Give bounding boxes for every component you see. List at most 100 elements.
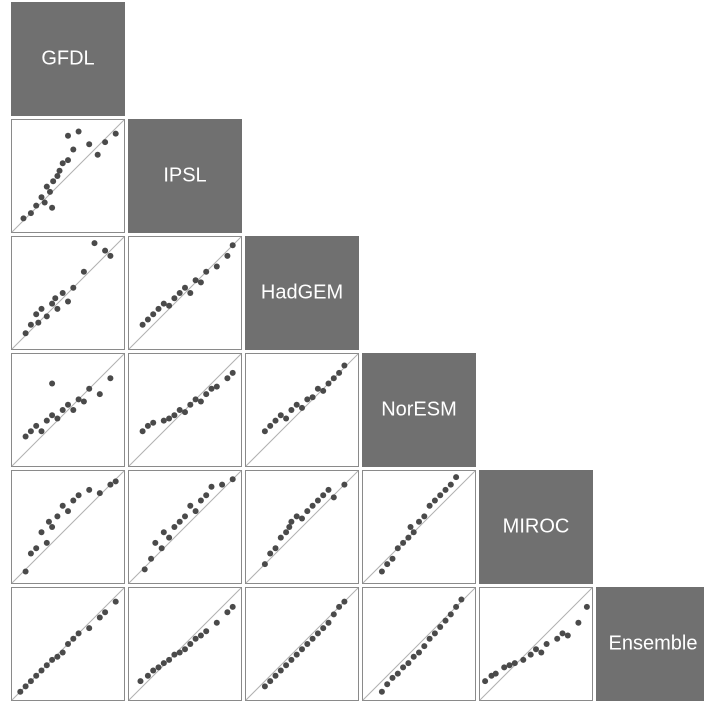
- point: [272, 672, 279, 679]
- point: [38, 194, 45, 201]
- point: [152, 539, 159, 546]
- point: [171, 412, 178, 419]
- point: [59, 407, 66, 413]
- reference-line: [128, 236, 242, 350]
- point: [224, 609, 231, 616]
- point: [410, 529, 417, 536]
- point: [45, 518, 52, 525]
- point: [192, 396, 199, 403]
- point: [91, 240, 98, 247]
- point: [86, 625, 93, 632]
- point: [224, 252, 231, 259]
- point: [112, 598, 119, 605]
- point: [309, 502, 316, 509]
- point: [160, 417, 167, 424]
- point: [394, 545, 401, 552]
- variable-label: NorESM: [381, 398, 457, 420]
- point: [160, 529, 167, 536]
- point: [426, 635, 433, 642]
- point: [283, 662, 290, 669]
- point: [65, 298, 71, 305]
- point: [389, 555, 396, 562]
- point: [70, 497, 77, 504]
- point: [309, 394, 316, 401]
- reference-line: [11, 470, 125, 584]
- point: [378, 568, 385, 575]
- point: [527, 651, 534, 658]
- point: [320, 387, 327, 394]
- point: [330, 375, 337, 382]
- point: [416, 518, 422, 525]
- point: [17, 688, 24, 695]
- point: [52, 295, 59, 302]
- point: [43, 539, 50, 546]
- point: [27, 678, 34, 685]
- point: [187, 401, 194, 408]
- point: [229, 603, 236, 610]
- point: [314, 385, 321, 392]
- point: [272, 417, 279, 424]
- point: [144, 316, 151, 323]
- point: [442, 617, 449, 624]
- point: [176, 407, 183, 413]
- reference-line: [128, 470, 242, 584]
- point: [559, 630, 566, 637]
- point: [341, 598, 348, 605]
- point: [160, 300, 167, 307]
- point: [309, 635, 316, 642]
- point: [38, 667, 45, 674]
- point: [192, 277, 199, 284]
- point: [330, 494, 337, 501]
- point: [43, 183, 50, 190]
- point: [336, 603, 343, 610]
- point: [384, 561, 391, 568]
- point: [49, 300, 56, 307]
- point: [336, 369, 343, 376]
- point: [288, 407, 295, 413]
- point: [453, 474, 460, 481]
- variable-label: MIROC: [503, 515, 570, 537]
- diagonal-cell: [479, 470, 593, 584]
- reference-line: [128, 587, 242, 701]
- point: [267, 678, 274, 685]
- point: [389, 674, 396, 681]
- point: [330, 611, 337, 618]
- point: [35, 319, 42, 326]
- point: [187, 641, 194, 647]
- point: [94, 151, 101, 158]
- point: [176, 518, 183, 525]
- point: [197, 497, 204, 504]
- point: [554, 635, 561, 642]
- point: [261, 561, 268, 568]
- point: [288, 518, 295, 525]
- point: [38, 428, 45, 435]
- point: [141, 566, 148, 573]
- point: [203, 492, 210, 499]
- point: [107, 252, 114, 259]
- point: [182, 284, 188, 291]
- variable-label: GFDL: [41, 47, 94, 69]
- point: [22, 330, 29, 337]
- point: [96, 490, 103, 497]
- point: [213, 383, 220, 390]
- point: [65, 132, 71, 139]
- point: [22, 683, 29, 690]
- point: [22, 433, 29, 440]
- point: [160, 660, 167, 667]
- point: [54, 305, 61, 312]
- point: [70, 635, 77, 642]
- point: [102, 139, 109, 146]
- point: [575, 619, 582, 626]
- point: [511, 660, 518, 667]
- point: [229, 242, 236, 249]
- point: [192, 635, 199, 642]
- point: [304, 396, 311, 403]
- point: [50, 178, 57, 185]
- point: [171, 651, 178, 658]
- point: [197, 632, 204, 639]
- point: [65, 157, 71, 164]
- point: [197, 398, 204, 405]
- point: [33, 672, 40, 679]
- point: [80, 398, 87, 405]
